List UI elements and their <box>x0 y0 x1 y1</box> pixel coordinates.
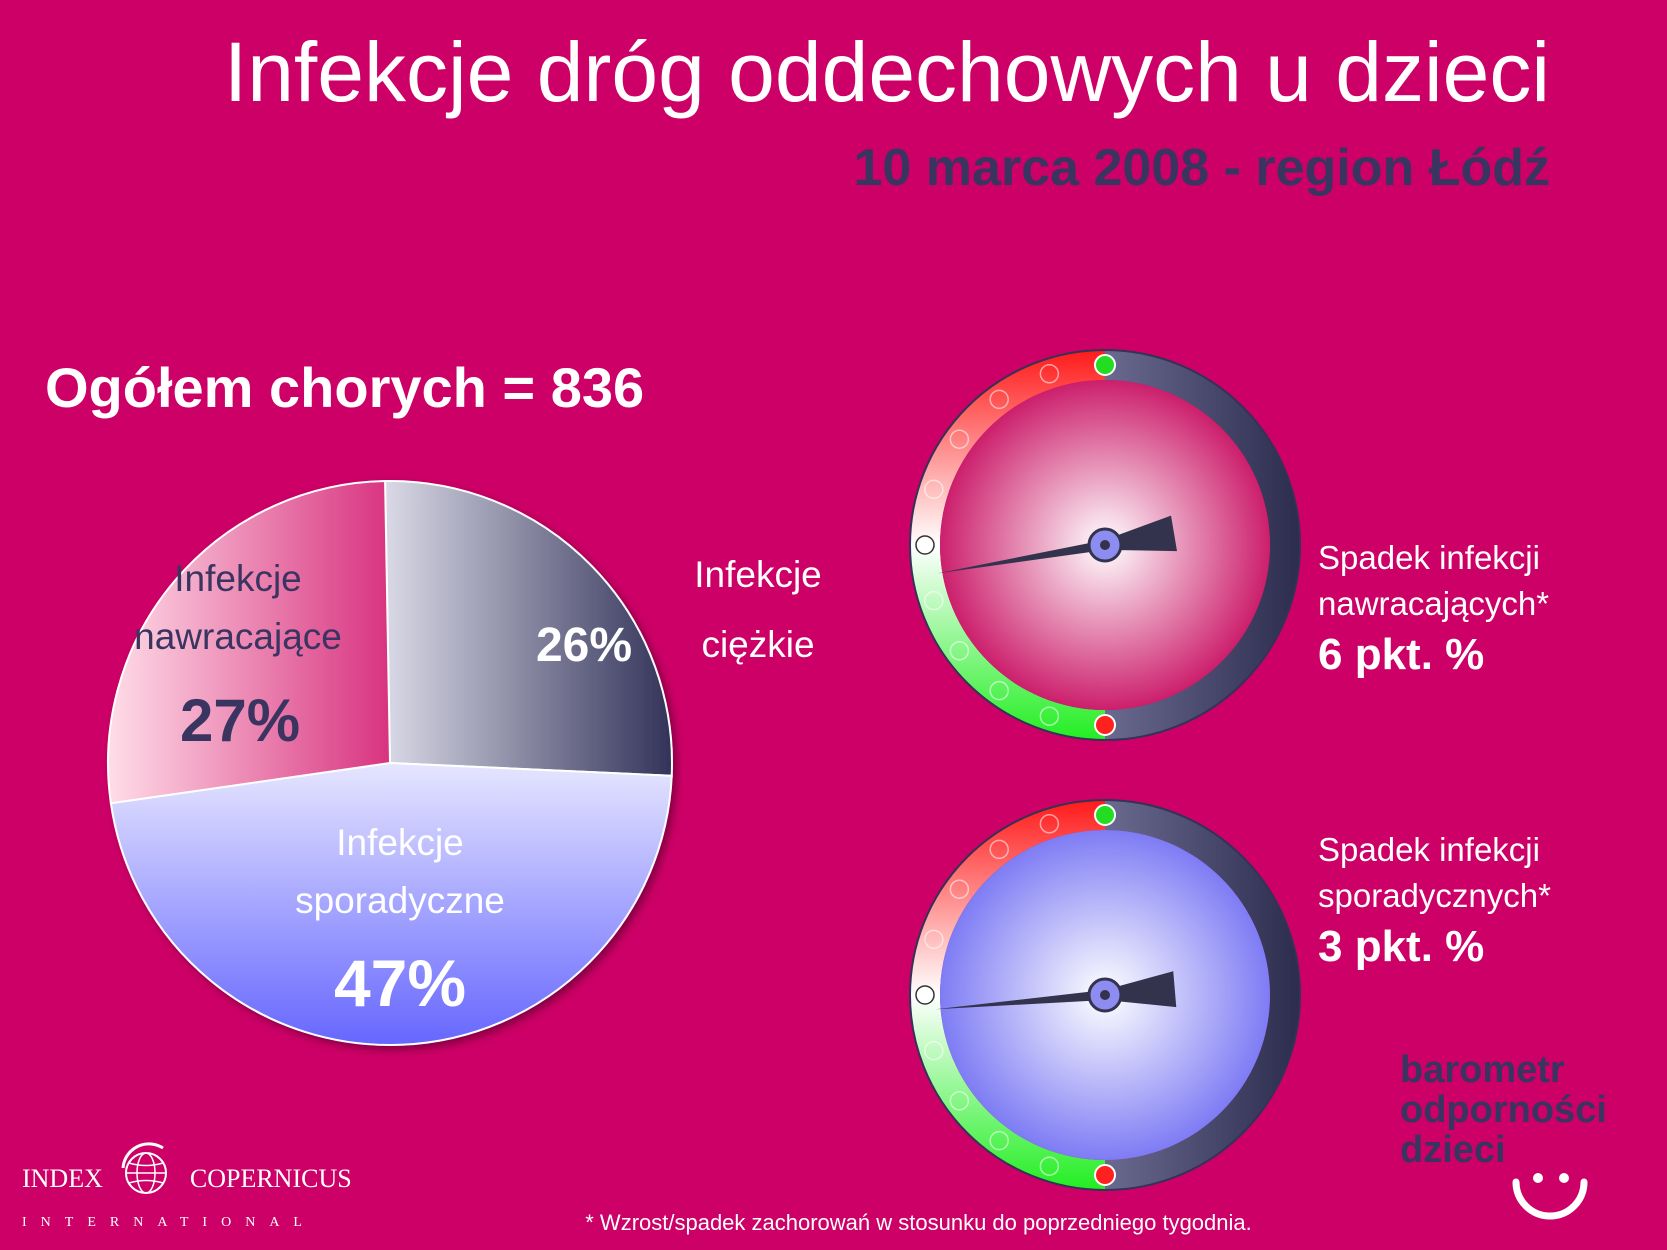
gauge-tick <box>1039 814 1060 834</box>
pie-slice-sporadic <box>109 761 673 1047</box>
gauge2-label-line2: sporadycznych* <box>1318 877 1551 914</box>
gauge-tick <box>924 590 944 611</box>
recurrent-label: Infekcje nawracające <box>78 556 398 660</box>
pie-slice-severe <box>384 480 673 777</box>
gauge-scale-right <box>1105 800 1300 1190</box>
gauge-tick <box>989 839 1009 860</box>
sporadic-value: 47% <box>333 946 467 1020</box>
page-title: Infekcje dróg oddechowych u dzieci <box>223 25 1550 119</box>
gauge-tick <box>989 1130 1009 1151</box>
gauge-tick <box>989 389 1009 410</box>
gauge-recurrent-infections <box>909 349 1301 741</box>
gauge-needle <box>937 515 1178 574</box>
globe-icon <box>121 1142 168 1194</box>
gauge2-value: 3 pkt. % <box>1318 922 1485 971</box>
logo-subtitle: INTERNATIONAL <box>22 1215 316 1230</box>
gauge-tick <box>949 429 970 449</box>
gauge1-value: 6 pkt. % <box>1318 630 1485 679</box>
severe-value: 26% <box>535 619 633 672</box>
pie-chart <box>107 480 673 1047</box>
gauge1-label-line2: nawracających* <box>1318 585 1550 622</box>
gauge-tick <box>924 1040 944 1061</box>
gauge-tick <box>1039 706 1060 726</box>
gauge-tick <box>915 985 935 1005</box>
logo-name-left: INDEX <box>22 1163 103 1193</box>
gauge-tick <box>989 680 1009 701</box>
gauge-tick <box>1094 714 1116 736</box>
gauge-tick <box>1039 364 1060 384</box>
page-subtitle: 10 marca 2008 - region Łódź <box>853 139 1551 197</box>
gauge2-caption: Spadek infekcji sporadycznych* 3 pkt. % <box>1318 827 1551 975</box>
gauge-tick <box>1094 354 1116 376</box>
severe-label: Infekcje ciężkie <box>648 552 868 668</box>
gauge-tick <box>924 479 944 500</box>
pie-slice-recurrent <box>107 480 392 805</box>
recurrent-label-line2: nawracające <box>134 616 342 657</box>
gauge1-caption: Spadek infekcji nawracających* 6 pkt. % <box>1318 535 1549 683</box>
brand-logo: barometr odporności dzieci <box>1400 1050 1607 1170</box>
gauge-tick <box>949 1091 970 1111</box>
severe-label-line1: Infekcje <box>694 554 822 595</box>
index-copernicus-logo: INDEX COPERNICUS <box>22 1142 352 1202</box>
sporadic-label-line2: sporadyczne <box>295 880 505 921</box>
gauge1-label-line1: Spadek infekcji <box>1318 539 1540 576</box>
brand-line2: odporności <box>1400 1089 1607 1131</box>
gauge-scale-right <box>1105 350 1300 740</box>
gauge2-label-line1: Spadek infekcji <box>1318 831 1540 868</box>
sporadic-label: Infekcje sporadyczne <box>240 820 560 924</box>
brand-line1: barometr <box>1400 1049 1565 1091</box>
gauge-tick <box>1094 804 1116 826</box>
gauge-tick <box>924 929 944 950</box>
footnote: * Wzrost/spadek zachorowań w stosunku do… <box>585 1210 1252 1235</box>
gauge-tick <box>949 641 970 661</box>
logo-name-right: COPERNICUS <box>189 1163 352 1193</box>
recurrent-label-line1: Infekcje <box>174 558 302 599</box>
gauge-sporadic-infections <box>909 799 1301 1191</box>
sporadic-label-line1: Infekcje <box>336 822 464 863</box>
gauge-tick <box>949 879 970 899</box>
gauge-tick <box>1039 1156 1060 1176</box>
brand-line3: dzieci <box>1400 1129 1506 1171</box>
gauge-tick <box>1094 1164 1116 1186</box>
smiley-icon <box>1512 1173 1588 1220</box>
total-patients-label: Ogółem chorych = 836 <box>45 356 645 419</box>
recurrent-value: 27% <box>179 687 301 754</box>
gauge-tick <box>915 535 935 555</box>
severe-label-line2: ciężkie <box>701 624 815 665</box>
